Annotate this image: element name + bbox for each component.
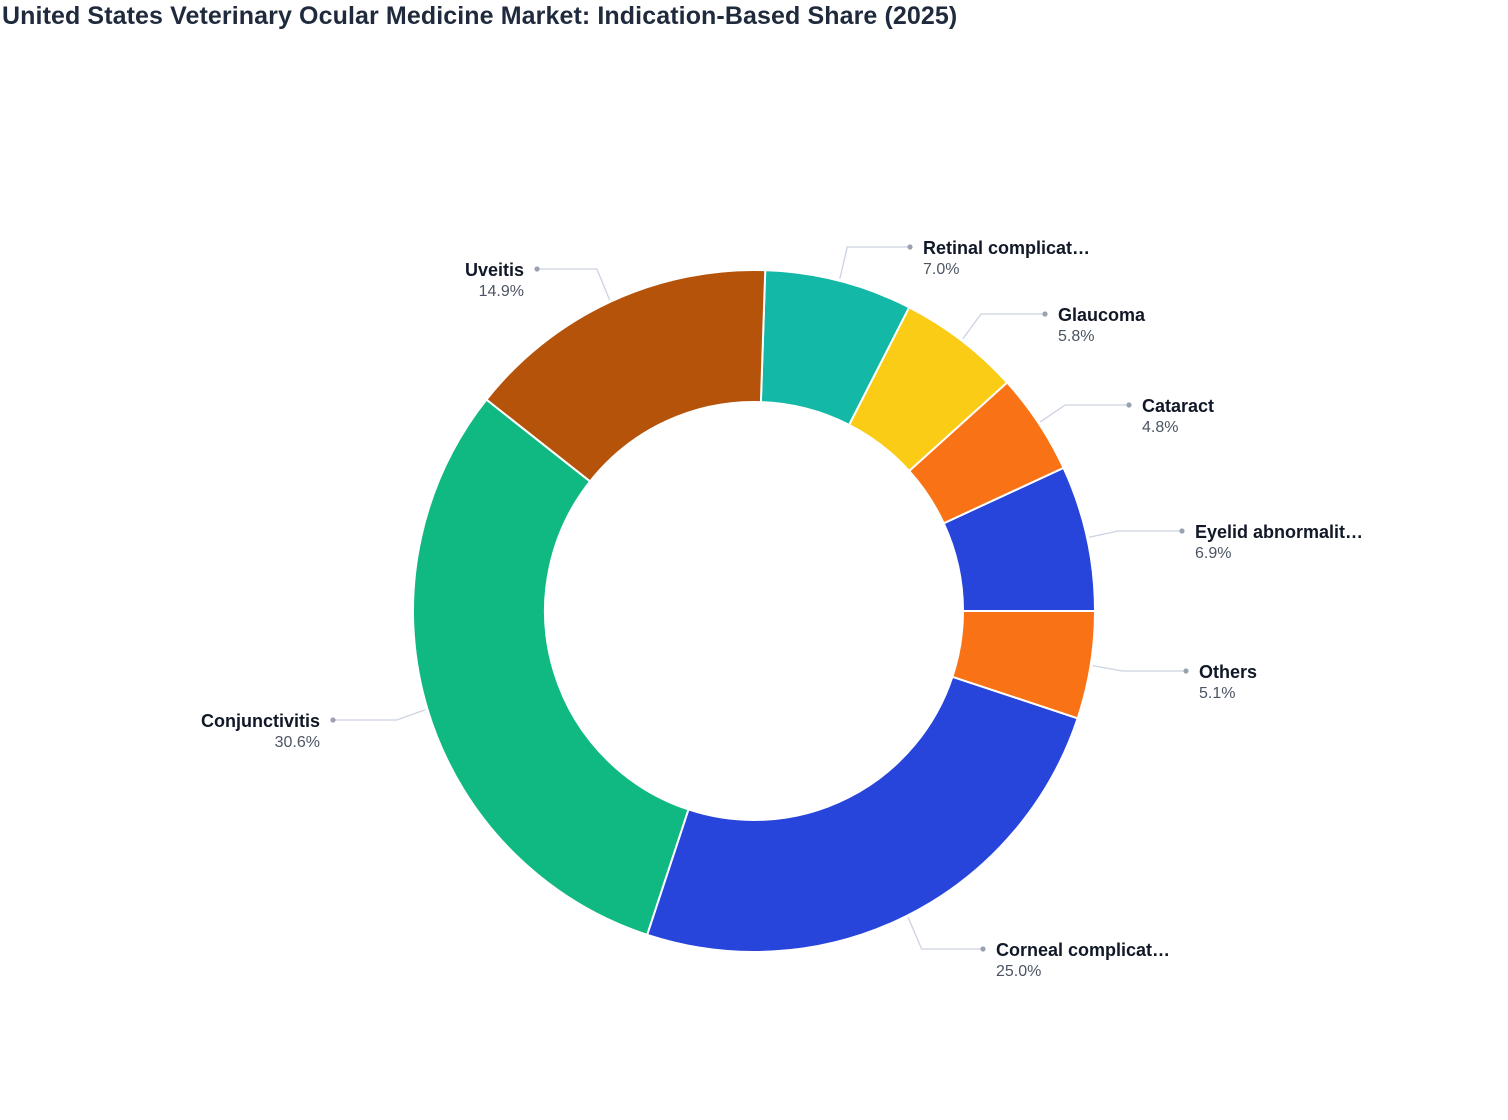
label-conjunctivitis: Conjunctivitis [201, 711, 320, 731]
value-cataract: 4.8% [1142, 419, 1178, 436]
leader-line-uveitis [537, 268, 611, 301]
value-uveitis: 14.9% [479, 283, 524, 300]
leader-dot-uveitis [534, 266, 540, 272]
leader-line-conjunctivitis [333, 709, 426, 721]
donut-slices [412, 269, 1097, 953]
leader-dot-eyelid-abnormalit [1179, 528, 1185, 534]
value-corneal-complicat: 25.0% [996, 963, 1041, 980]
value-others: 5.1% [1199, 685, 1235, 702]
leader-line-glaucoma [962, 313, 1045, 340]
leader-dot-conjunctivitis [330, 717, 336, 723]
label-retinal-complicat: Retinal complicat… [923, 238, 1090, 258]
leader-dot-corneal-complicat [980, 946, 986, 952]
chart-title: United States Veterinary Ocular Medicine… [2, 2, 958, 30]
label-leaders [330, 244, 1189, 952]
leader-line-others [1092, 665, 1186, 672]
value-retinal-complicat: 7.0% [923, 261, 959, 278]
label-others: Others [1199, 662, 1257, 682]
label-cataract: Cataract [1142, 396, 1214, 416]
leader-line-retinal-complicat [839, 246, 910, 280]
slice-others[interactable] [951, 610, 1097, 720]
value-glaucoma: 5.8% [1058, 328, 1094, 345]
leader-dot-glaucoma [1042, 311, 1048, 317]
slice-labels: Eyelid abnormalit… 6.9% Cataract 4.8% Glauco… [201, 238, 1363, 980]
leader-dot-others [1183, 668, 1189, 674]
leader-dot-retinal-complicat [907, 244, 913, 250]
leader-line-cataract [1039, 404, 1129, 423]
slice-conjunctivitis[interactable] [412, 398, 690, 937]
label-corneal-complicat: Corneal complicat… [996, 940, 1170, 960]
leader-dot-cataract [1126, 402, 1132, 408]
label-eyelid-abnormalit: Eyelid abnormalit… [1195, 522, 1363, 542]
value-conjunctivitis: 30.6% [275, 734, 320, 751]
label-uveitis: Uveitis [465, 260, 524, 280]
leader-line-corneal-complicat [907, 917, 983, 950]
leader-line-eyelid-abnormalit [1088, 530, 1182, 538]
value-eyelid-abnormalit: 6.9% [1195, 545, 1231, 562]
label-glaucoma: Glaucoma [1058, 305, 1146, 325]
slice-corneal-complicat[interactable] [645, 675, 1079, 953]
